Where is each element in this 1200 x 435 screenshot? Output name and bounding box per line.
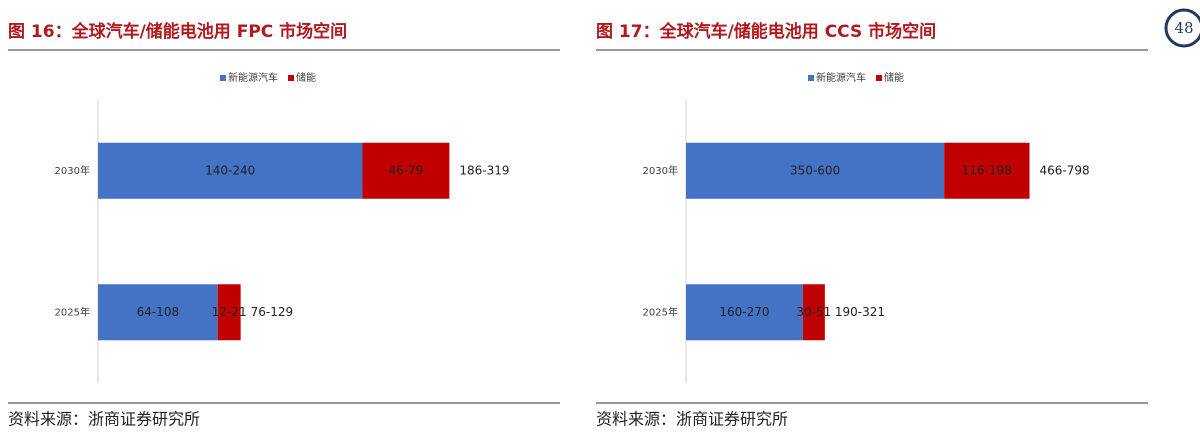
legend-swatch [808,75,814,81]
value-label: 160-270 [719,305,769,319]
total-label: 466-798 [1040,163,1090,177]
page-number: 48 [1174,19,1193,37]
category-label: 2030年 [55,164,90,177]
source-note: 资料来源：浙商证券研究所 [596,410,788,429]
bar-segment [686,142,945,199]
category-label: 2030年 [643,164,678,177]
total-label: 76-129 [251,305,294,319]
value-label: 12-21 [212,305,247,319]
legend-swatch [288,75,294,81]
category-label: 2025年 [55,305,90,318]
bar-segment [98,284,218,341]
chart-title: 图 17：全球汽车/储能电池用 CCS 市场空间 [596,21,936,42]
page-badge [1164,8,1200,48]
bar-segment [944,142,1030,199]
value-label: 350-600 [790,163,840,177]
value-label: 116-198 [962,163,1012,177]
total-label: 186-319 [459,163,509,177]
bar-segment [217,284,241,341]
legend-label: 新能源汽车 [816,71,866,84]
value-label: 140-240 [205,163,255,177]
source-note: 资料来源：浙商证券研究所 [8,410,200,429]
category-label: 2025年 [643,305,678,318]
legend-label: 新能源汽车 [228,71,278,84]
legend-label: 储能 [296,71,316,84]
legend-swatch [220,75,226,81]
bar-segment [98,142,363,199]
bar-segment [362,142,450,199]
legend-label: 储能 [884,71,904,84]
value-label: 46-79 [388,163,423,177]
bar-segment [686,284,803,341]
bar-segment [802,284,825,341]
total-label: 190-321 [835,305,885,319]
value-label: 64-108 [137,305,180,319]
chart-title: 图 16：全球汽车/储能电池用 FPC 市场空间 [8,21,347,42]
value-label: 30-51 [796,305,831,319]
legend-swatch [876,75,882,81]
